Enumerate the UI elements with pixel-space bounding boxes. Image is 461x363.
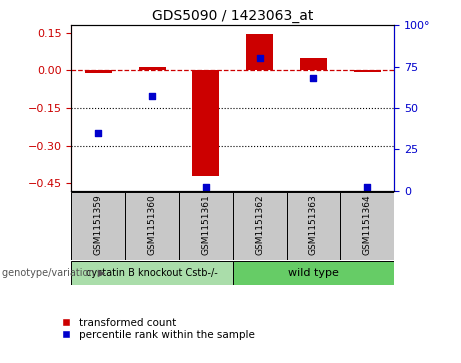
Text: genotype/variation ▶: genotype/variation ▶ bbox=[2, 268, 106, 278]
Text: GSM1151363: GSM1151363 bbox=[309, 194, 318, 255]
Bar bbox=[246, 34, 273, 70]
Bar bbox=[125, 192, 179, 260]
Bar bbox=[340, 192, 394, 260]
Title: GDS5090 / 1423063_at: GDS5090 / 1423063_at bbox=[152, 9, 313, 23]
Point bbox=[95, 130, 102, 136]
Bar bbox=[354, 70, 381, 72]
Legend: transformed count, percentile rank within the sample: transformed count, percentile rank withi… bbox=[60, 317, 255, 340]
Point bbox=[256, 56, 263, 61]
Bar bbox=[71, 192, 125, 260]
Point bbox=[148, 94, 156, 99]
Bar bbox=[300, 58, 327, 70]
Bar bbox=[287, 192, 340, 260]
Bar bbox=[193, 70, 219, 176]
Bar bbox=[233, 192, 287, 260]
Text: GSM1151362: GSM1151362 bbox=[255, 194, 264, 255]
Point bbox=[310, 76, 317, 81]
Bar bbox=[71, 261, 233, 285]
Bar bbox=[233, 261, 394, 285]
Point bbox=[364, 184, 371, 190]
Bar bbox=[85, 70, 112, 73]
Text: wild type: wild type bbox=[288, 268, 339, 278]
Bar bbox=[179, 192, 233, 260]
Text: GSM1151359: GSM1151359 bbox=[94, 194, 103, 255]
Bar bbox=[139, 68, 165, 70]
Text: GSM1151364: GSM1151364 bbox=[363, 194, 372, 255]
Text: cystatin B knockout Cstb-/-: cystatin B knockout Cstb-/- bbox=[86, 268, 218, 278]
Point bbox=[202, 184, 210, 190]
Text: GSM1151361: GSM1151361 bbox=[201, 194, 210, 255]
Text: GSM1151360: GSM1151360 bbox=[148, 194, 157, 255]
